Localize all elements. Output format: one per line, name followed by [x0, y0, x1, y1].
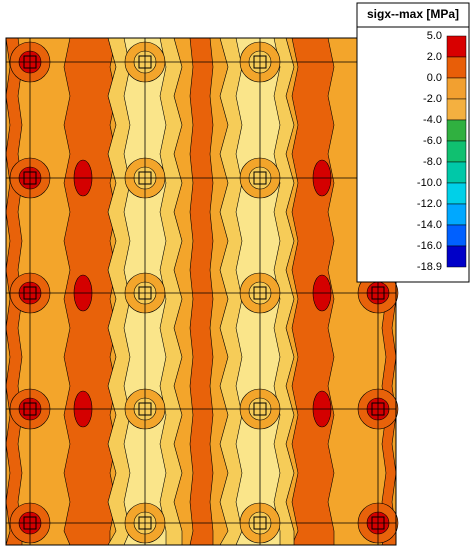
band-center: [189, 37, 214, 546]
legend-label: -6.0: [423, 135, 442, 147]
legend-title: sigx--max [MPa]: [367, 7, 459, 21]
contour-plot: [5, 37, 399, 546]
legend-swatch: [446, 98, 467, 121]
legend-label: -16.0: [417, 240, 442, 252]
legend-label: -14.0: [417, 219, 442, 231]
legend-label: -2.0: [423, 93, 442, 105]
legend-swatch: [446, 224, 467, 247]
legend-label: -8.0: [423, 156, 442, 168]
legend-swatch: [446, 35, 467, 58]
legend-label: -18.9: [417, 261, 442, 273]
legend-swatch: [446, 161, 467, 184]
legend-swatch: [446, 203, 467, 226]
legend-swatch: [446, 56, 467, 79]
plot-border: [5, 37, 397, 546]
legend-label: 0.0: [427, 72, 442, 84]
legend-swatch: [446, 245, 467, 268]
legend-label: 2.0: [427, 51, 442, 63]
legend-label: -4.0: [423, 114, 442, 126]
legend-label: 5.0: [427, 30, 442, 42]
legend-swatch: [446, 77, 467, 100]
legend-swatch: [446, 119, 467, 142]
legend-label: -10.0: [417, 177, 442, 189]
legend-label: -12.0: [417, 198, 442, 210]
legend-swatch: [446, 140, 467, 163]
legend-swatch: [446, 182, 467, 205]
